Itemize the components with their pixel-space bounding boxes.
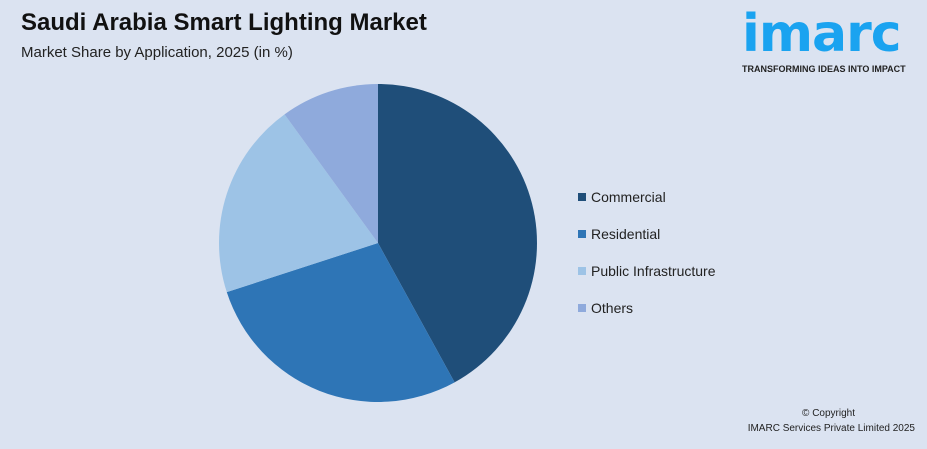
- pie-slice-residential: [226, 243, 455, 402]
- legend-swatch: [578, 266, 586, 275]
- logo-word: imarc: [742, 4, 902, 64]
- legend: Commercial Residential Public Infrastructu…: [578, 178, 716, 326]
- logo-tagline: TRANSFORMING IDEAS INTO IMPACT: [742, 64, 906, 74]
- pie-slice-commercial: [378, 84, 537, 383]
- pie-slice-others: [284, 84, 378, 243]
- legend-label: Commercial: [591, 188, 666, 205]
- legend-swatch: [578, 192, 586, 201]
- legend-label: Public Infrastructure: [591, 262, 716, 279]
- legend-label: Others: [591, 299, 634, 316]
- chart-title: Saudi Arabia Smart Lighting Market: [21, 9, 427, 36]
- legend-item: Residential: [578, 215, 716, 252]
- pie-slice-public-infrastructure: [218, 114, 378, 293]
- company: IMARC Services Private Limited 2025: [747, 423, 915, 434]
- legend-item: Commercial: [578, 178, 716, 215]
- legend-item: Others: [578, 289, 716, 326]
- legend-swatch: [578, 229, 586, 238]
- legend-label: Residential: [591, 225, 661, 242]
- legend-item: Public Infrastructure: [578, 252, 716, 289]
- imarc-logo: imarc TRANSFORMING IDEAS INTO IMPACT: [742, 6, 922, 74]
- legend-swatch: [578, 303, 586, 312]
- copyright: © Copyright: [802, 408, 855, 419]
- footer: © Copyright IMARC Services Private Limit…: [748, 406, 915, 436]
- chart-subtitle: Market Share by Application, 2025 (in %): [21, 44, 293, 61]
